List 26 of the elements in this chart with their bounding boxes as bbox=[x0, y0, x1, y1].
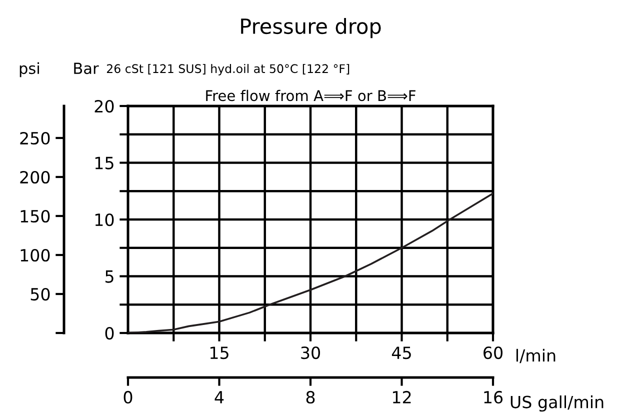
x-tick-label: 60 bbox=[484, 346, 502, 360]
text: Free flow from A⟹F or B⟹F bbox=[206, 90, 416, 102]
y3-tick-label: 150 bbox=[20, 210, 50, 223]
text: 26 cSt [121 SUS] hyd.oil at 50°C [122 °F] bbox=[106, 64, 350, 76]
y3-tick-label: 50 bbox=[30, 288, 50, 301]
y3-tick-label: 200 bbox=[20, 170, 50, 184]
x2-tick-label: 8 bbox=[306, 390, 315, 404]
y-tick-label: 0 bbox=[105, 326, 114, 340]
x2-tick-label: 12 bbox=[392, 390, 411, 404]
y-tick-label: 15 bbox=[95, 156, 114, 170]
y-tick-label: 20 bbox=[94, 100, 114, 113]
x-axis-title: l/min bbox=[516, 348, 556, 364]
x2-tick-label: 16 bbox=[484, 390, 503, 404]
x-tick-label: 30 bbox=[301, 346, 320, 360]
y3-axis-title: psi bbox=[20, 62, 39, 78]
x2-axis-title: US gall/min bbox=[510, 395, 604, 412]
x2-tick-label: 4 bbox=[214, 391, 224, 404]
y-tick-label: 5 bbox=[105, 270, 114, 283]
y3-tick-label: 250 bbox=[20, 132, 50, 145]
x2-tick-label: 0 bbox=[124, 390, 132, 404]
x-tick-label: 45 bbox=[392, 346, 411, 360]
y3-tick-label: 100 bbox=[20, 248, 50, 262]
y-tick-label: 10 bbox=[95, 213, 114, 226]
x-tick-label: 15 bbox=[210, 346, 228, 360]
chart-title: Pressure drop bbox=[241, 18, 381, 38]
y-axis-title: Bar bbox=[74, 62, 99, 74]
